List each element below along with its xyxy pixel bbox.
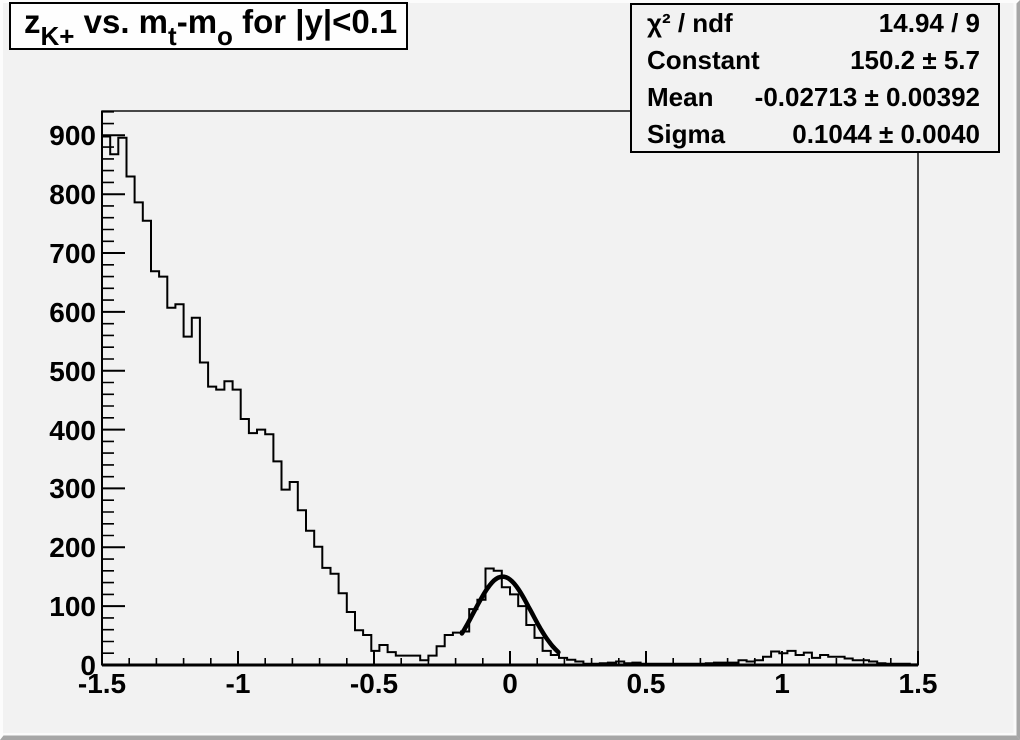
svg-text:14.94 / 9: 14.94 / 9 (879, 8, 980, 38)
svg-text:-0.5: -0.5 (350, 668, 398, 699)
svg-text:Sigma: Sigma (647, 119, 726, 149)
svg-text:-1: -1 (226, 668, 251, 699)
svg-text:-1.5: -1.5 (78, 668, 126, 699)
svg-text:700: 700 (49, 238, 96, 269)
svg-text:0.1044 ± 0.0040: 0.1044 ± 0.0040 (792, 119, 980, 149)
svg-text:300: 300 (49, 473, 96, 504)
svg-text:0: 0 (80, 650, 96, 681)
svg-text:0: 0 (502, 668, 518, 699)
svg-text:900: 900 (49, 120, 96, 151)
svg-text:Constant: Constant (647, 45, 760, 75)
svg-text:Mean: Mean (647, 82, 713, 112)
svg-text:150.2 ± 5.7: 150.2 ± 5.7 (850, 45, 980, 75)
svg-text:χ² / ndf: χ² / ndf (647, 8, 733, 38)
svg-text:800: 800 (49, 179, 96, 210)
svg-text:400: 400 (49, 415, 96, 446)
svg-text:600: 600 (49, 297, 96, 328)
svg-text:100: 100 (49, 591, 96, 622)
svg-text:1.5: 1.5 (899, 668, 938, 699)
svg-text:0.5: 0.5 (627, 668, 666, 699)
svg-text:500: 500 (49, 356, 96, 387)
svg-text:1: 1 (774, 668, 790, 699)
svg-text:-0.02713 ± 0.00392: -0.02713 ± 0.00392 (755, 82, 980, 112)
svg-text:200: 200 (49, 532, 96, 563)
